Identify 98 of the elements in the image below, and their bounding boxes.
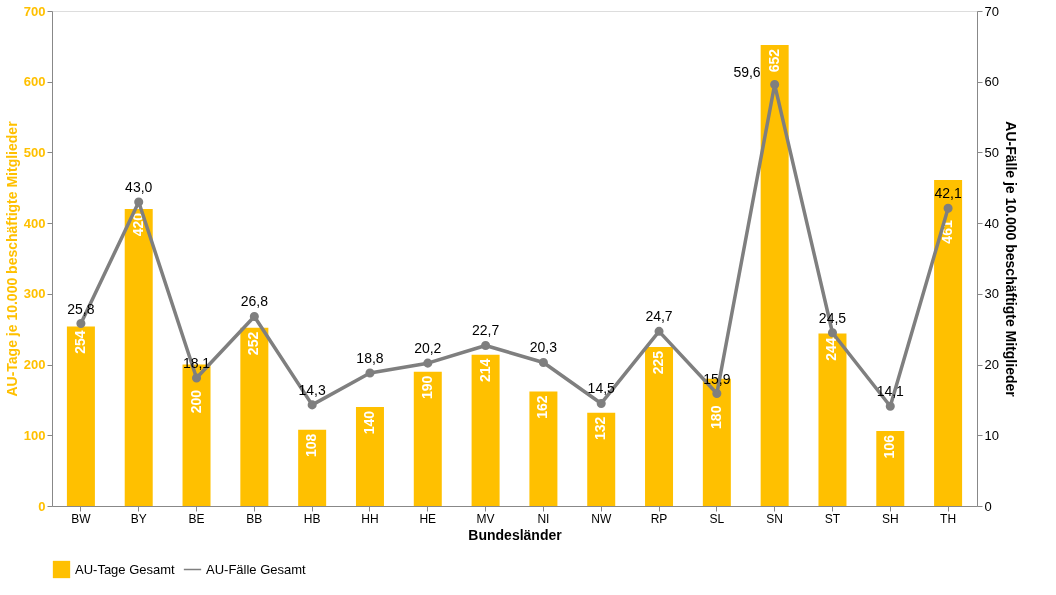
y2-tick-label: 40 — [984, 215, 999, 231]
data-label: 25,8 — [67, 300, 95, 317]
data-label: 22,7 — [471, 322, 500, 339]
x-tick-label: SN — [766, 511, 783, 526]
x-tick-label: ST — [824, 511, 841, 526]
y-tick-label: 0 — [38, 498, 46, 514]
bar — [529, 391, 558, 506]
x-tick-label: BY — [130, 511, 147, 526]
data-label: 14,1 — [876, 383, 905, 400]
bar — [124, 209, 153, 506]
data-label: 14,3 — [298, 381, 326, 398]
y-tick-label: 100 — [23, 427, 46, 443]
point — [307, 400, 317, 410]
data-label: 252 — [245, 331, 262, 356]
data-label: 132 — [592, 416, 609, 441]
bar — [587, 412, 616, 506]
x-tick-label: TH — [940, 511, 957, 526]
bar — [240, 327, 269, 506]
data-label: 652 — [765, 48, 782, 73]
bar — [934, 180, 963, 506]
point — [192, 373, 202, 383]
y-tick-label: 700 — [23, 3, 46, 19]
point — [423, 358, 433, 368]
data-label: 24,5 — [818, 309, 847, 326]
x-tick-label: BW — [71, 511, 92, 526]
data-label: 225 — [650, 350, 667, 375]
bar — [298, 429, 327, 506]
bar — [355, 407, 384, 506]
y-tick-label: 300 — [23, 286, 46, 302]
data-label: 106 — [881, 434, 898, 459]
point — [481, 340, 491, 351]
bar — [876, 431, 905, 506]
data-label: 14,5 — [587, 380, 616, 397]
point — [134, 197, 144, 207]
point — [538, 357, 548, 367]
x-tick-label: BB — [246, 511, 263, 526]
data-label: 254 — [71, 330, 88, 354]
x-axis-title: Bundesländer — [468, 526, 563, 543]
data-label: 24,7 — [645, 308, 673, 325]
legend-label: AU-Fälle Gesamt — [206, 561, 307, 577]
y2-tick-label: 20 — [984, 357, 999, 373]
x-tick-label: SH — [881, 511, 899, 526]
point — [76, 319, 86, 329]
y2-tick-label: 70 — [984, 3, 999, 19]
x-tick-label: HH — [361, 511, 379, 526]
point — [770, 80, 780, 90]
data-label: 15,9 — [703, 370, 731, 387]
y-tick-label: 600 — [23, 74, 46, 90]
point — [827, 328, 837, 338]
y2-tick-label: 60 — [984, 74, 999, 90]
data-label: 43,0 — [125, 178, 153, 195]
y2-tick-label: 0 — [984, 498, 992, 514]
bar — [66, 326, 95, 506]
data-label: 18,8 — [356, 350, 384, 367]
data-label: 20,3 — [529, 339, 558, 356]
y2-tick-label: 30 — [984, 286, 999, 302]
data-label: 20,2 — [414, 340, 442, 357]
point — [885, 401, 895, 411]
data-label: 214 — [476, 358, 493, 383]
x-tick-label: SL — [709, 511, 725, 526]
y-axis-title: AU-Tage je 10.000 beschäftigte Mitglieder — [3, 120, 20, 397]
bar — [471, 354, 500, 506]
y2-tick-label: 10 — [984, 427, 999, 443]
data-label: 140 — [360, 410, 377, 435]
y-tick-label: 400 — [23, 215, 46, 231]
data-label: 18,1 — [182, 355, 211, 372]
data-label: 190 — [418, 375, 435, 399]
data-label: 26,8 — [240, 293, 269, 310]
y-tick-label: 200 — [23, 357, 46, 373]
y2-tick-label: 50 — [984, 144, 999, 160]
y2-axis-title: AU-Fälle je 10.000 beschäftigte Mitglieder — [1002, 121, 1019, 398]
data-label: 42,1 — [934, 185, 962, 202]
data-label: 244 — [823, 337, 840, 361]
bar — [818, 333, 847, 506]
x-tick-label: HE — [419, 511, 437, 526]
legend-label: AU-Tage Gesamt — [75, 561, 176, 577]
y-tick-label: 500 — [23, 144, 46, 160]
x-tick-label: NW — [591, 511, 612, 526]
point — [249, 311, 259, 322]
point — [712, 389, 722, 399]
data-label: 420 — [129, 212, 146, 237]
data-label: 180 — [707, 405, 724, 429]
x-tick-label: RP — [650, 511, 668, 526]
bar — [645, 346, 674, 506]
data-label: 162 — [534, 395, 551, 419]
point — [654, 326, 664, 336]
point — [596, 398, 606, 408]
x-tick-label: HB — [303, 511, 321, 526]
x-tick-label: NI — [537, 511, 550, 526]
x-tick-label: BE — [188, 511, 205, 526]
data-label: 108 — [303, 433, 320, 457]
data-label: 200 — [187, 389, 204, 414]
point — [943, 203, 953, 213]
bar — [413, 371, 442, 506]
bar — [760, 44, 789, 506]
point — [365, 368, 375, 378]
data-label: 59,6 — [733, 63, 761, 80]
x-tick-label: MV — [476, 511, 495, 526]
